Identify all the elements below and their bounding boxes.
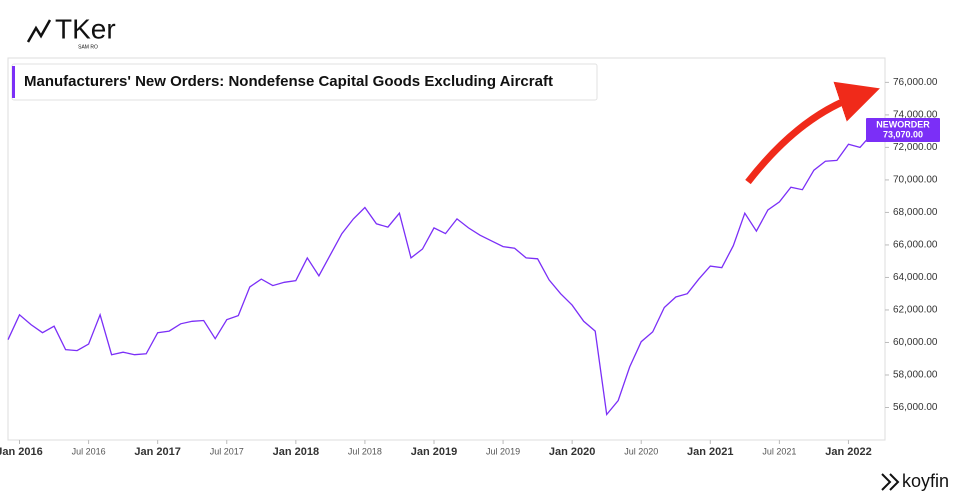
trend-arrow [745,81,880,185]
x-tick-label: Jul 2018 [348,446,382,456]
series-line [7,129,884,417]
source-label: koyfin [902,471,949,491]
x-tick-label: Jul 2019 [486,446,520,456]
koyfin-icon [881,473,900,491]
y-tick-label: 58,000.00 [893,370,938,381]
x-tick-label: Jan 2020 [549,446,595,458]
logo-author: SAM RO [78,44,98,50]
y-tick-label: 72,000.00 [893,142,938,153]
plot-frame [7,57,886,441]
last-value-badge [866,118,940,143]
x-tick-label: Jan 2016 [0,446,43,458]
series-name: NEWORDER [876,119,930,129]
y-tick-label: 70,000.00 [893,175,938,186]
y-tick-label: 76,000.00 [893,77,938,88]
x-tick-label: Jan 2022 [825,446,871,458]
x-tick-label: Jul 2020 [624,446,658,456]
x-tick-label: Jan 2021 [687,446,733,458]
y-tick-label: 56,000.00 [893,402,938,413]
logo-brand: TKer [55,13,116,44]
y-tick-label: 68,000.00 [893,207,938,218]
y-tick-label: 64,000.00 [893,272,938,283]
logo-icon [26,19,52,43]
x-tick-label: Jul 2016 [72,446,106,456]
title-accent [12,66,15,98]
y-tick-label: 62,000.00 [893,305,938,316]
plot [7,129,884,417]
footer: koyfin [881,471,949,491]
x-tick-label: Jul 2017 [210,446,244,456]
x-tick-label: Jan 2019 [411,446,457,458]
value-label: 73,070.00 [883,129,923,139]
x-tick-label: Jan 2017 [134,446,180,458]
x-tick-label: Jul 2021 [762,446,796,456]
chart-title: Manufacturers' New Orders: Nondefense Ca… [24,73,553,90]
y-tick-label: 60,000.00 [893,337,938,348]
x-tick-label: Jan 2018 [273,446,319,458]
y-tick-label: 66,000.00 [893,240,938,251]
y-tick-label: 74,000.00 [893,110,938,121]
logo: TKer SAM RO [26,13,116,50]
